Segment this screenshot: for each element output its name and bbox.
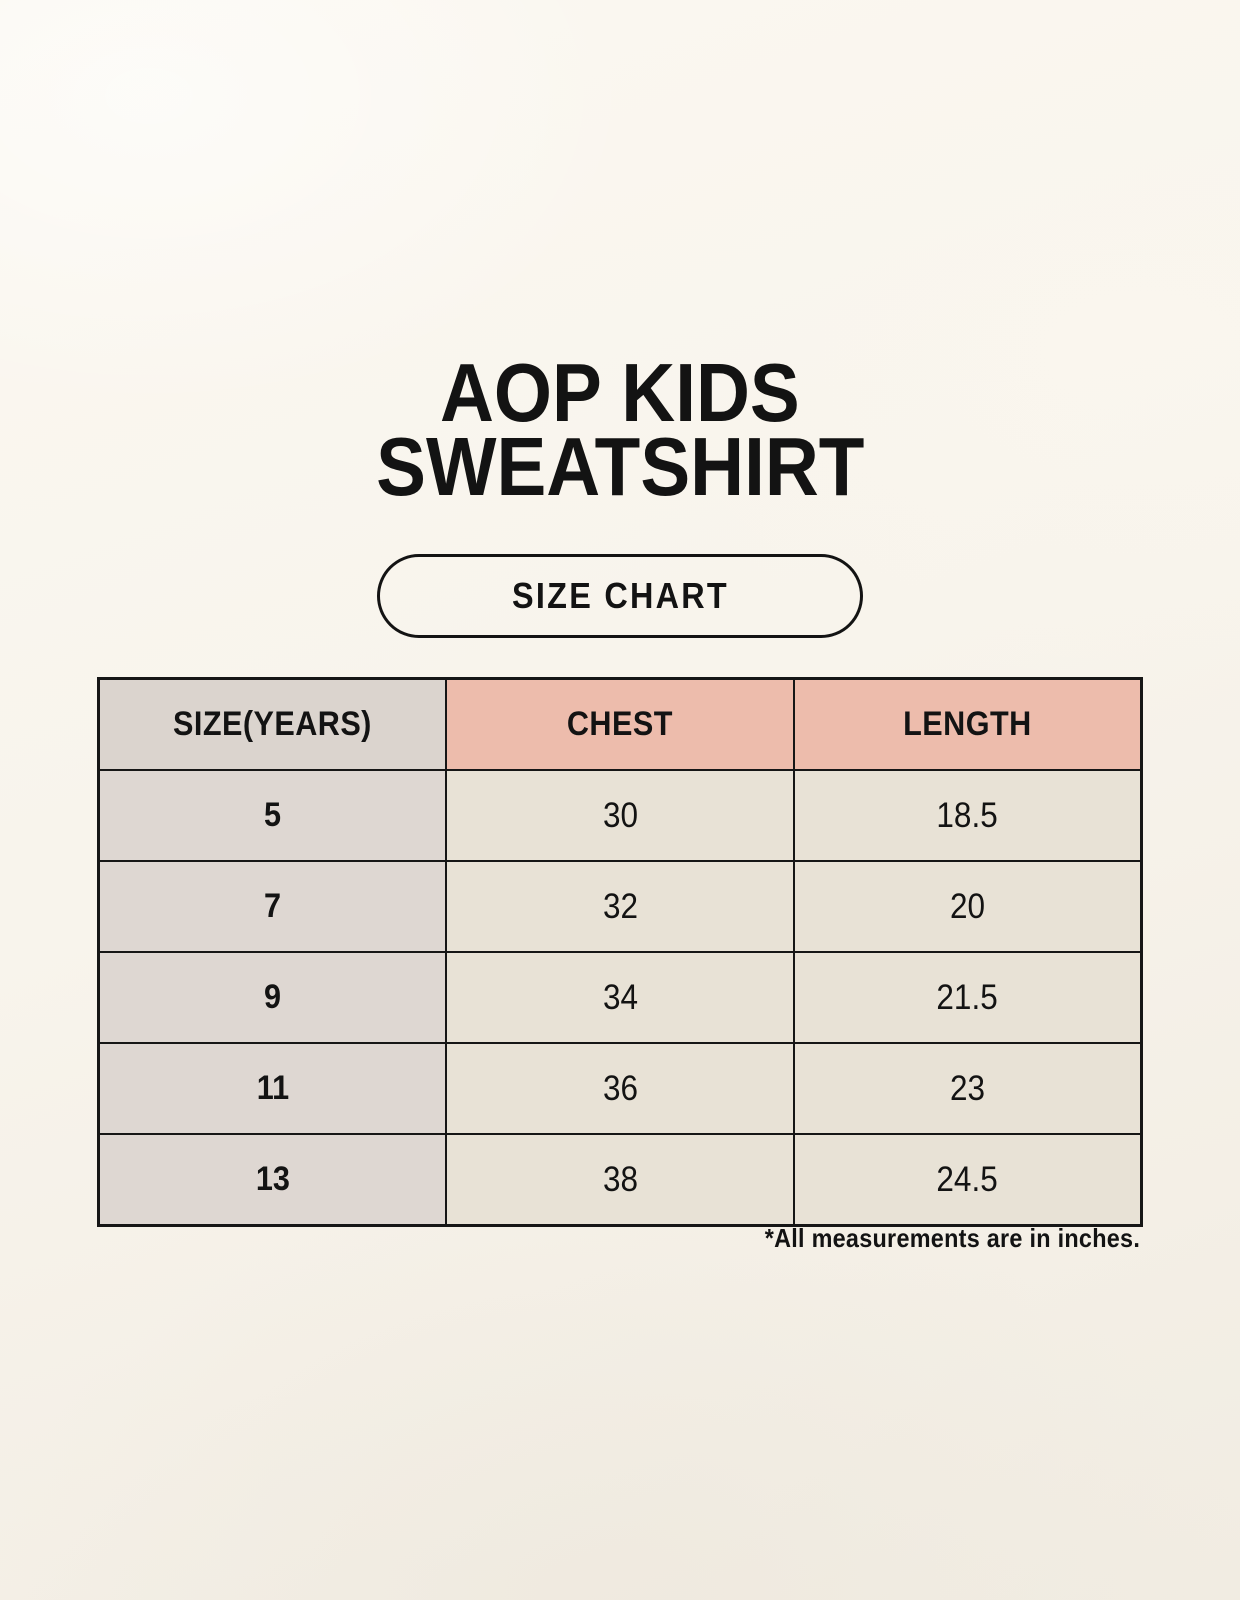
table-row: 13 38 24.5 <box>97 1133 1143 1227</box>
size-cell: 13 <box>97 1133 448 1227</box>
size-value: 5 <box>264 796 282 834</box>
length-cell: 23 <box>792 1042 1143 1135</box>
title-line-1: AOP KIDS <box>440 346 800 439</box>
length-value: 21.5 <box>936 977 999 1017</box>
size-value: 7 <box>264 887 282 925</box>
size-value: 11 <box>256 1069 289 1107</box>
length-value: 23 <box>949 1068 985 1108</box>
size-value: 13 <box>255 1160 290 1198</box>
size-chart-badge: SIZE CHART <box>377 554 863 638</box>
length-value: 18.5 <box>936 795 999 835</box>
table-row: 7 32 20 <box>97 860 1143 953</box>
table-row: 11 36 23 <box>97 1042 1143 1135</box>
column-header-chest-label: CHEST <box>566 705 673 743</box>
column-header-chest: CHEST <box>445 677 795 771</box>
header-row: SIZE(YEARS) CHEST LENGTH <box>97 677 1143 771</box>
size-chart-badge-label: SIZE CHART <box>511 575 729 616</box>
chest-cell: 36 <box>445 1042 795 1135</box>
size-value: 9 <box>264 978 282 1016</box>
table-row: 9 34 21.5 <box>97 951 1143 1044</box>
length-cell: 20 <box>792 860 1143 953</box>
chest-cell: 30 <box>445 769 795 862</box>
measurements-footnote: *All measurements are in inches. <box>723 1223 1140 1254</box>
chest-value: 30 <box>602 795 638 835</box>
chest-value: 32 <box>602 886 638 926</box>
measurements-footnote-text: *All measurements are in inches. <box>764 1223 1140 1253</box>
chest-cell: 38 <box>445 1133 795 1227</box>
size-cell: 5 <box>97 769 448 862</box>
chest-cell: 34 <box>445 951 795 1044</box>
table-row: 5 30 18.5 <box>97 769 1143 862</box>
title-line-2: SWEATSHIRT <box>375 420 865 513</box>
column-header-size-years: SIZE(YEARS) <box>97 677 448 771</box>
column-header-size-years-label: SIZE(YEARS) <box>173 705 372 743</box>
size-cell: 11 <box>97 1042 448 1135</box>
chest-value: 34 <box>602 977 638 1017</box>
length-cell: 24.5 <box>792 1133 1143 1227</box>
length-value: 24.5 <box>936 1159 999 1199</box>
size-cell: 7 <box>97 860 448 953</box>
size-cell: 9 <box>97 951 448 1044</box>
column-header-length: LENGTH <box>792 677 1143 771</box>
length-cell: 21.5 <box>792 951 1143 1044</box>
page-title: AOP KIDS SWEATSHIRT <box>0 346 1240 513</box>
chest-cell: 32 <box>445 860 795 953</box>
size-table: SIZE(YEARS) CHEST LENGTH 5 30 18.5 7 32 … <box>97 677 1143 1227</box>
length-cell: 18.5 <box>792 769 1143 862</box>
length-value: 20 <box>949 886 985 926</box>
chest-value: 36 <box>602 1068 638 1108</box>
chest-value: 38 <box>602 1159 638 1199</box>
column-header-length-label: LENGTH <box>903 705 1032 743</box>
